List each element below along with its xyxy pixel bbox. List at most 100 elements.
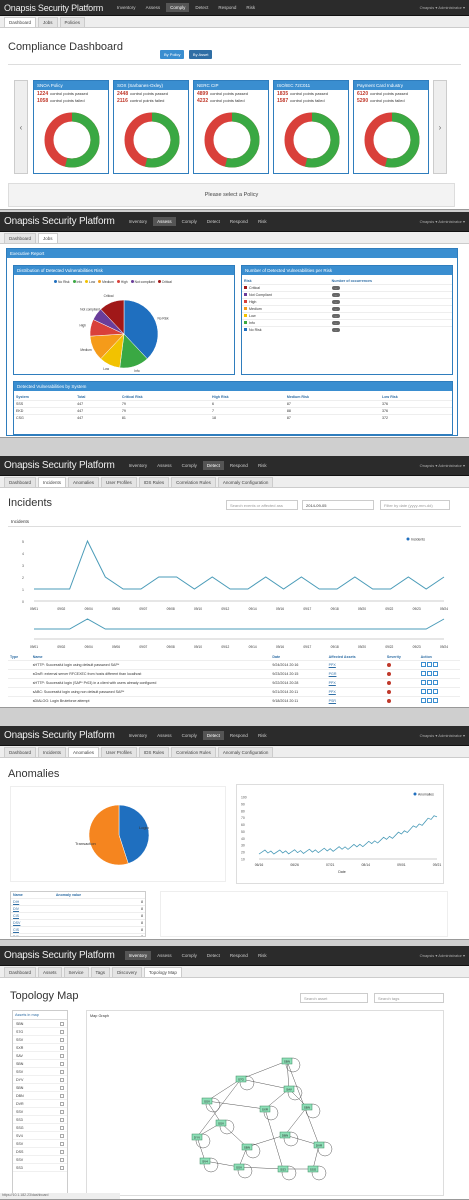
asset-list-item[interactable]: SSG [13, 1124, 67, 1132]
nav-inventory[interactable]: Inventory [128, 463, 148, 468]
nav-assess[interactable]: Assess [157, 953, 172, 958]
anomaly-row[interactable]: CIS 8 [11, 926, 145, 934]
policy-card[interactable]: SNOA Policy 1224 control points passed 1058… [33, 80, 109, 174]
add-icon[interactable] [420, 662, 426, 667]
asset-list-item[interactable]: DBN [13, 1092, 67, 1100]
tab-0[interactable]: Dashboard [4, 477, 37, 487]
user-menu[interactable]: Onapsis ▾ Administrator ▾ [419, 953, 465, 958]
asset-checkbox[interactable] [60, 1061, 64, 1066]
reply-icon[interactable] [426, 698, 432, 703]
legend-item[interactable]: Low [85, 280, 95, 284]
tab-1[interactable]: Assets [38, 967, 62, 977]
nav-respond[interactable]: Respond [229, 463, 248, 468]
nav-comply[interactable]: Comply [166, 3, 190, 12]
date-text-filter[interactable]: Filter by date (yyyy-mm-dd) [380, 500, 450, 510]
anomaly-row[interactable]: DSV 8 [11, 919, 145, 927]
asset-list-item[interactable]: SXR [13, 1044, 67, 1052]
policy-card[interactable]: Payment Card Industry 6120 control points … [353, 80, 429, 174]
system-row[interactable]: SSS 447 79 6 87 376 [14, 400, 452, 408]
incident-row[interactable]: sHTTP: Successful login using default pa… [8, 660, 460, 670]
incident-row[interactable]: sDIALOG: Login Bruteforce attempt 9/18/20… [8, 696, 460, 705]
nav-inventory[interactable]: Inventory [124, 951, 152, 960]
asset-checkbox[interactable] [60, 1109, 64, 1114]
legend-item[interactable]: High [116, 280, 128, 284]
asset-list-item[interactable]: DYV [13, 1076, 67, 1084]
asset-checkbox[interactable] [60, 1077, 64, 1082]
tab-jobs[interactable]: Jobs [38, 233, 58, 243]
asset-list-item[interactable]: SSV [13, 1140, 67, 1148]
nav-risk[interactable]: Risk [246, 5, 256, 10]
asset-list-item[interactable]: SBN [13, 1020, 67, 1028]
nav-assess[interactable]: Assess [145, 5, 161, 10]
nav-detect[interactable]: Detect [202, 731, 224, 740]
policy-card[interactable]: ISO/IEC 72C011 1835 control points passed 1… [273, 80, 349, 174]
asset-checkbox[interactable] [60, 1141, 64, 1146]
anomaly-name[interactable]: DIH [11, 898, 54, 906]
add-icon[interactable] [420, 698, 426, 703]
carousel-next-button[interactable]: › [433, 80, 447, 174]
asset-list-item[interactable]: DVR [13, 1100, 67, 1108]
legend-item[interactable]: Medium [98, 280, 114, 284]
nav-assess[interactable]: Assess [157, 733, 172, 738]
reply-icon[interactable] [426, 689, 432, 694]
asset-list-item[interactable]: SBN [13, 1084, 67, 1092]
tab-5[interactable]: Topology Map [143, 967, 182, 977]
anomaly-row[interactable]: DIV 8 [11, 905, 145, 913]
anomaly-row[interactable]: DIN 7 [11, 933, 145, 936]
asset-list-item[interactable]: SSV [13, 1156, 67, 1164]
asset-checkbox[interactable] [60, 1101, 64, 1106]
asset-list-item[interactable]: SAV [13, 1052, 67, 1060]
asset-checkbox[interactable] [60, 1117, 64, 1122]
nav-inventory[interactable]: Inventory [117, 5, 136, 10]
asset-checkbox[interactable] [60, 1157, 64, 1162]
asset-list-item[interactable]: SBN [13, 1060, 67, 1068]
anomaly-row[interactable]: DIH 8 [11, 898, 145, 906]
nav-detect[interactable]: Detect [202, 461, 224, 470]
nav-inventory[interactable]: Inventory [128, 219, 148, 224]
asset-checkbox[interactable] [60, 1045, 64, 1050]
asset-list-item[interactable]: SS3 [13, 1116, 67, 1124]
tab-6[interactable]: Anomaly Configuration [217, 477, 274, 487]
anomaly-row[interactable]: CIS 8 [11, 912, 145, 920]
user-menu[interactable]: Onapsis ▾ Administrator ▾ [419, 733, 465, 738]
assets-list-panel[interactable]: Assets in map SBN S7G SSV SXR SAV SBN SSV DYV SB… [12, 1010, 68, 1196]
nav-detect[interactable]: Detect [206, 219, 220, 224]
nav-assess[interactable]: Assess [157, 463, 172, 468]
tab-1[interactable]: Incidents [38, 747, 67, 757]
tab-dashboard[interactable]: Dashboard [4, 233, 37, 243]
legend-item[interactable]: No Risk [54, 280, 70, 284]
incident-row[interactable]: sABC: Successful login using non default… [8, 687, 460, 697]
asset-list-item[interactable]: DSS [13, 1148, 67, 1156]
nav-detect[interactable]: Detect [206, 953, 220, 958]
tab-0[interactable]: Dashboard [4, 967, 37, 977]
asset-checkbox[interactable] [60, 1149, 64, 1154]
legend-item[interactable]: Critical [157, 280, 172, 284]
anomaly-name[interactable]: DSV [11, 919, 54, 927]
nav-comply[interactable]: Comply [181, 953, 197, 958]
reply-icon[interactable] [426, 671, 432, 676]
tab-5[interactable]: Correlation Rules [171, 747, 216, 757]
asset-checkbox[interactable] [60, 1029, 64, 1034]
legend-item[interactable]: Info [72, 280, 82, 284]
user-icon[interactable] [432, 671, 438, 676]
policy-card[interactable]: SOX (Sarbanes-Oxley) 2448 control points p… [113, 80, 189, 174]
tab-6[interactable]: Anomaly Configuration [217, 747, 274, 757]
policy-card[interactable]: NERC CIP 4899 control points passed 4232 con… [193, 80, 269, 174]
asset-checkbox[interactable] [60, 1133, 64, 1138]
tab-policies[interactable]: Policies [59, 17, 86, 27]
asset-list-item[interactable]: SSV [13, 1068, 67, 1076]
add-icon[interactable] [420, 671, 426, 676]
nav-respond[interactable]: Respond [218, 5, 237, 10]
tab-dashboard[interactable]: Dashboard [4, 17, 37, 27]
user-icon[interactable] [432, 680, 438, 685]
user-icon[interactable] [432, 689, 438, 694]
reply-icon[interactable] [426, 680, 432, 685]
user-menu[interactable]: Onapsis ▾ Administrator ▾ [419, 463, 465, 468]
tab-3[interactable]: Tags [90, 967, 111, 977]
asset-checkbox[interactable] [60, 1021, 64, 1026]
asset-list-item[interactable]: S7G [13, 1028, 67, 1036]
nav-risk[interactable]: Risk [257, 463, 267, 468]
asset-link[interactable]: PPX [328, 690, 336, 694]
asset-link[interactable]: PSR [328, 699, 337, 703]
tab-5[interactable]: Correlation Rules [171, 477, 216, 487]
